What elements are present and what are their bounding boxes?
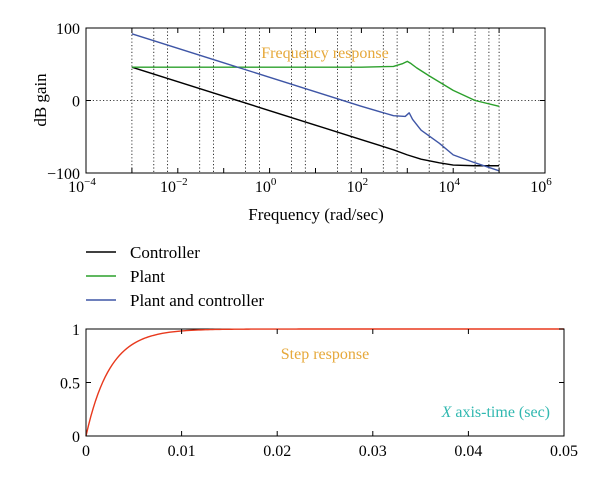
legend-item-plant-and-controller: Plant and controller xyxy=(86,291,264,310)
frequency-x-ticks: 10−4 10−2 100 102 104 106 xyxy=(68,28,552,196)
step-lines xyxy=(85,328,564,437)
frequency-x-axis-label: Frequency (rad/sec) xyxy=(248,205,383,224)
x-tick-label: 0.04 xyxy=(454,443,482,460)
y-tick-label: 100 xyxy=(56,21,80,38)
y-tick-label: 0.5 xyxy=(60,376,80,393)
frequency-plot-title: Frequency response xyxy=(261,45,389,62)
x-tick-label: 0.05 xyxy=(550,443,578,460)
x-tick-label: 100 xyxy=(255,176,277,196)
x-tick-label: 10−2 xyxy=(160,176,188,196)
x-tick-label: 104 xyxy=(438,176,460,196)
step-x-axis-label: X axis-time (sec) xyxy=(441,404,550,421)
series-line-step-response xyxy=(85,328,564,437)
step-plot-title: Step response xyxy=(281,346,369,363)
legend: Controller Plant Plant and controller xyxy=(86,243,264,310)
legend-item-plant: Plant xyxy=(86,267,165,286)
step-x-ticks: 0 0.01 0.02 0.03 0.04 0.05 xyxy=(82,329,578,460)
legend-label-plant-and-controller: Plant and controller xyxy=(130,291,264,310)
frequency-lines xyxy=(131,33,500,172)
series-line-plant xyxy=(131,60,500,107)
x-tick-label: 0 xyxy=(82,443,90,460)
y-tick-label: 0 xyxy=(72,94,80,111)
legend-label-controller: Controller xyxy=(130,243,200,262)
step-y-ticks: 10.50 xyxy=(60,322,564,446)
series-line-plant-and-controller xyxy=(131,33,500,172)
x-tick-label: 0.01 xyxy=(168,443,196,460)
legend-label-plant: Plant xyxy=(130,267,165,286)
x-tick-label: 0.03 xyxy=(359,443,387,460)
x-tick-label: 102 xyxy=(347,176,369,196)
x-tick-label: 0.02 xyxy=(263,443,291,460)
y-tick-label: 1 xyxy=(72,322,80,339)
legend-item-controller: Controller xyxy=(86,243,200,262)
y-tick-label: 0 xyxy=(72,429,80,446)
x-tick-label: 106 xyxy=(530,176,552,196)
frequency-y-ticks: 100 0 −100 xyxy=(47,21,545,183)
frequency-y-axis-label: dB gain xyxy=(31,73,50,127)
step-response-plot: 0 0.01 0.02 0.03 0.04 0.05 10.50 Step respons… xyxy=(60,322,578,460)
y-tick-label: −100 xyxy=(47,166,80,183)
series-line-controller xyxy=(131,66,500,167)
